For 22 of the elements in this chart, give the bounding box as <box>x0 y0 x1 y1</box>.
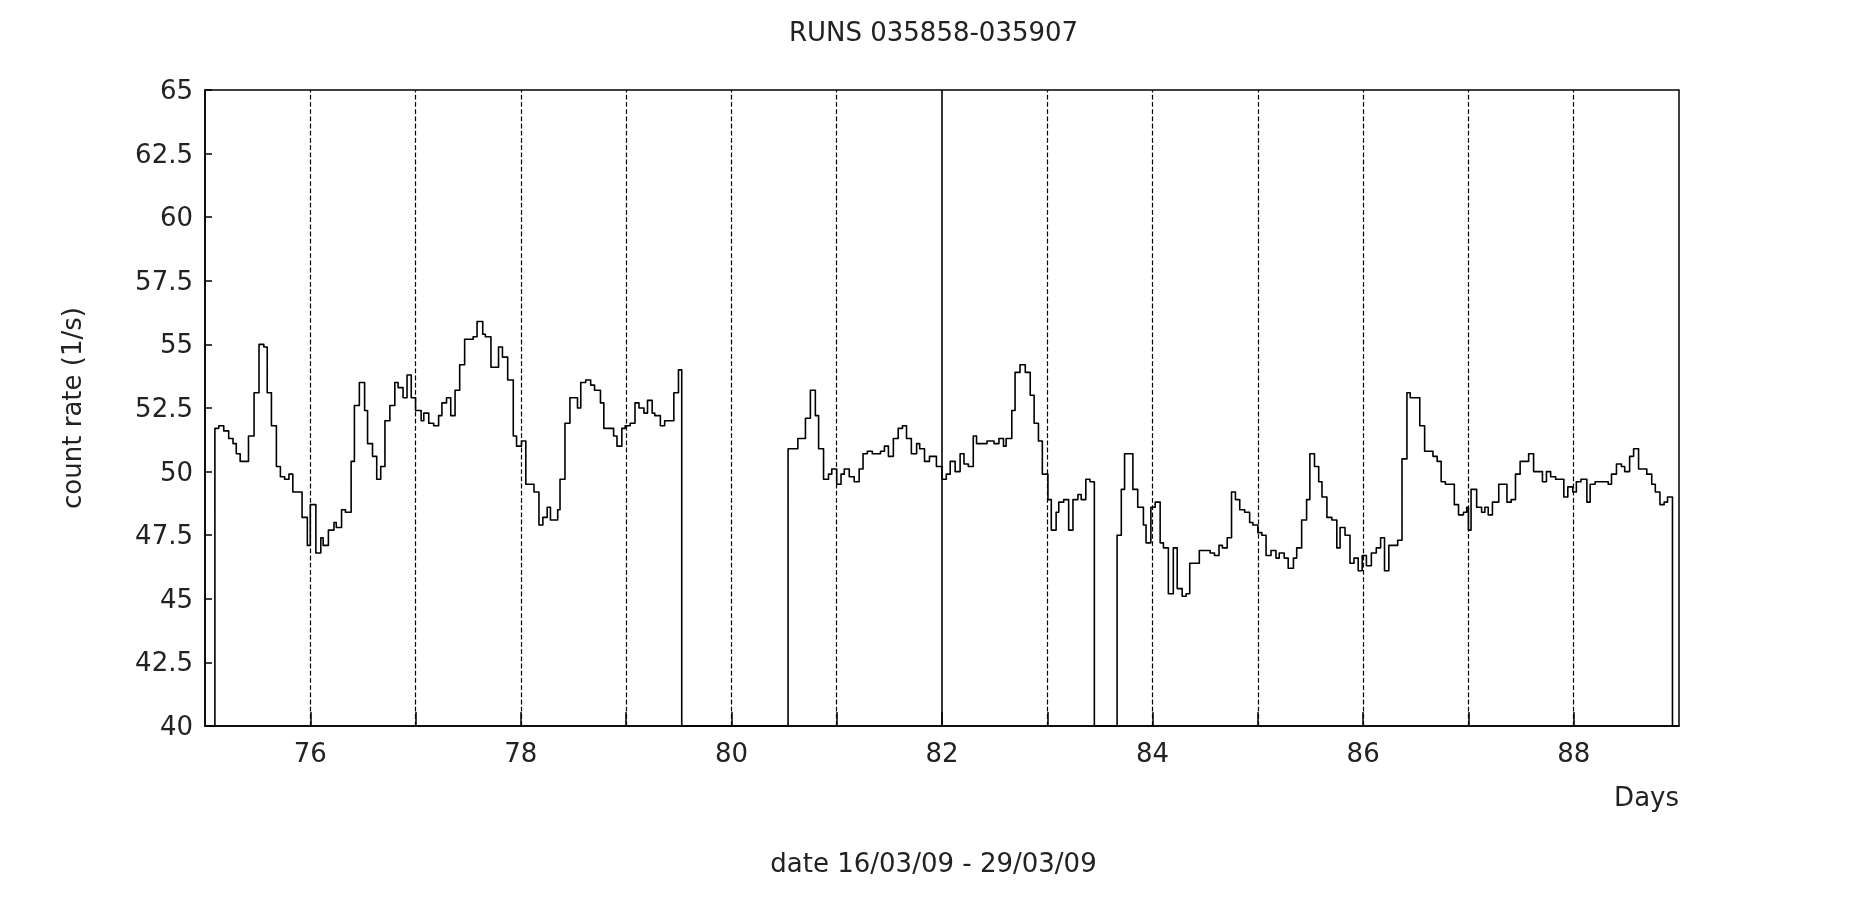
y-tick-label: 47.5 <box>135 520 193 551</box>
x-tick-label: 84 <box>1136 738 1170 768</box>
x-tick-label: 88 <box>1557 738 1591 768</box>
y-tick-label: 55 <box>159 329 193 360</box>
x-axis-title: Days <box>1614 782 1679 812</box>
x-tick-label: 86 <box>1346 738 1380 768</box>
x-tick-label: 76 <box>293 738 327 768</box>
x-tick-label: 78 <box>504 738 538 768</box>
x-tick-label: 82 <box>925 738 959 768</box>
y-tick-label: 62.5 <box>135 138 193 169</box>
y-tick-label: 42.5 <box>135 647 193 678</box>
text: date 16/03/09 - 29/03/09 <box>770 848 1097 878</box>
y-axis-title: count rate (1/s) <box>57 307 87 509</box>
y-tick-label: 60 <box>159 202 193 233</box>
chart-title: RUNS 035858-035907 <box>788 17 1079 47</box>
y-tick-label: 52.5 <box>135 393 193 423</box>
y-tick-label: 45 <box>159 583 193 614</box>
y-tick-label: 65 <box>159 75 193 105</box>
y-tick-label: 40 <box>159 711 193 741</box>
y-tick-label: 50 <box>159 456 193 487</box>
x-tick-label: 80 <box>714 738 748 768</box>
y-tick-label: 57.5 <box>135 265 193 296</box>
